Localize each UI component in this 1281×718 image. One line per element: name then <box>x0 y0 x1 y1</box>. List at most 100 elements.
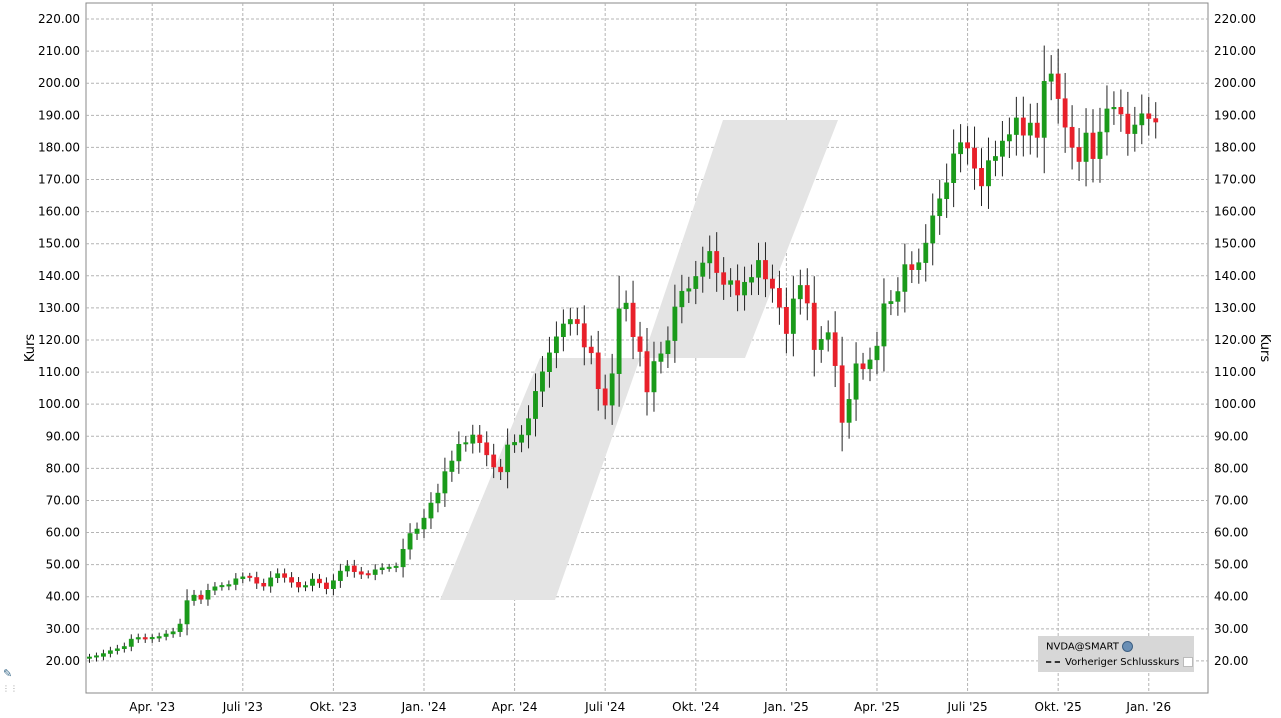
x-tick-label: Jan. '24 <box>401 700 447 714</box>
candle <box>477 425 483 453</box>
candle <box>846 383 852 439</box>
candle <box>686 276 692 304</box>
x-tick-label: Jan. '26 <box>1125 700 1171 714</box>
candle <box>721 257 727 300</box>
grip-handle-icon[interactable]: ⋮⋮ <box>2 684 18 693</box>
legend-checkbox[interactable] <box>1183 657 1194 667</box>
candle <box>1090 109 1096 183</box>
candle-body <box>986 160 991 187</box>
candle-body <box>623 302 629 310</box>
candle-body <box>247 575 253 578</box>
candle <box>484 431 490 467</box>
candle <box>979 148 984 207</box>
x-tick-label: Apr. '24 <box>492 700 538 714</box>
candle <box>776 270 782 325</box>
candle <box>574 307 580 336</box>
candle-body <box>282 573 288 578</box>
candle-body <box>261 582 267 587</box>
candle-body <box>693 276 699 289</box>
candle <box>310 573 315 592</box>
candle <box>142 633 148 643</box>
candle-body <box>101 653 106 657</box>
candle <box>254 571 260 589</box>
candle <box>616 275 622 407</box>
candle <box>240 572 246 584</box>
y-tick-label-right: 110.00 <box>1214 365 1256 379</box>
candle-body <box>484 442 490 456</box>
candle-body <box>87 656 92 659</box>
candle <box>442 457 448 507</box>
candle-body <box>776 288 782 308</box>
candle <box>602 374 608 420</box>
candle-body <box>191 594 197 601</box>
candle-body <box>414 528 420 534</box>
candle <box>107 646 113 658</box>
candle-body <box>770 278 775 289</box>
candle-body <box>1097 131 1103 159</box>
chart-tool-icon[interactable]: ✎ <box>3 667 13 680</box>
candle-body <box>811 302 817 350</box>
candle <box>665 326 671 368</box>
candle <box>1069 105 1075 170</box>
candle-body <box>665 340 671 355</box>
candle-body <box>1118 107 1124 115</box>
candle <box>644 328 650 416</box>
candle-body <box>951 153 957 183</box>
candle-body <box>1104 108 1110 133</box>
candle-body <box>560 323 566 338</box>
candle-body <box>1041 81 1047 138</box>
candle <box>1153 102 1159 139</box>
candle <box>790 276 796 357</box>
candle <box>881 278 887 372</box>
candle-body <box>895 291 901 302</box>
candle <box>275 568 281 584</box>
candle-body <box>707 251 713 264</box>
candle <box>94 652 99 662</box>
candle <box>289 572 294 588</box>
candle-body <box>310 578 315 586</box>
candle <box>491 443 497 479</box>
candle-body <box>463 442 469 445</box>
candle <box>324 577 329 595</box>
x-axis-ticks: Apr. '23 Juli '23 Okt. '23 Jan. '24 Apr. '24… <box>129 700 1171 714</box>
candle-body <box>832 332 838 366</box>
candle <box>393 562 399 573</box>
candle <box>365 570 371 579</box>
candle-body <box>296 582 301 588</box>
candle-body <box>344 565 350 572</box>
candle <box>1034 102 1040 158</box>
candle-body <box>881 303 887 347</box>
candle <box>1083 108 1089 187</box>
candle-body <box>588 346 594 354</box>
candle-body <box>317 578 322 584</box>
candle <box>247 572 253 582</box>
candle <box>463 435 469 452</box>
candle-body <box>644 351 650 393</box>
candle <box>87 653 92 663</box>
candle-body <box>240 576 246 579</box>
y-tick-label-left: 20.00 <box>46 654 80 668</box>
candle <box>909 251 915 284</box>
candle <box>930 193 936 266</box>
candle-body <box>979 168 984 187</box>
candle-body <box>400 548 406 568</box>
candle <box>972 126 977 190</box>
candle <box>512 434 518 453</box>
candle <box>609 353 615 425</box>
candle <box>303 581 308 592</box>
candle <box>198 590 204 604</box>
candle <box>756 242 761 295</box>
candle <box>1000 121 1005 177</box>
candle-body <box>365 573 371 576</box>
candle-body <box>756 260 761 278</box>
candle <box>783 287 789 354</box>
candle-body <box>1069 126 1075 148</box>
globe-icon[interactable] <box>1121 641 1133 652</box>
candle-body <box>498 466 504 473</box>
candle <box>114 644 120 655</box>
y-tick-label-right: 170.00 <box>1214 173 1256 187</box>
candle <box>547 336 552 388</box>
candle-body <box>121 646 127 649</box>
candle-body <box>1146 113 1152 119</box>
candle-body <box>407 533 413 550</box>
